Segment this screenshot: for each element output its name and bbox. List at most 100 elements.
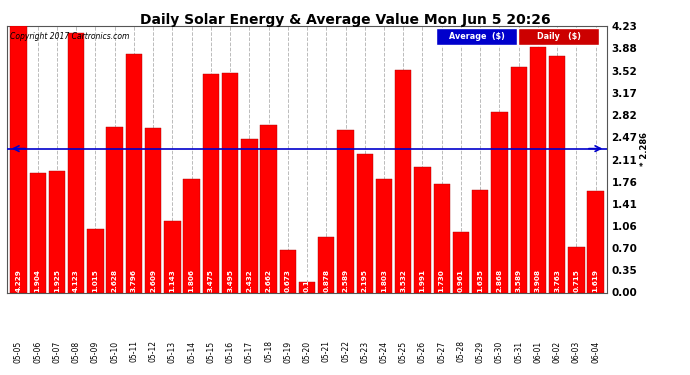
Text: 05-20: 05-20 (302, 340, 312, 363)
Text: 1.730: 1.730 (439, 269, 445, 292)
Bar (184, 179, 200, 292)
Bar (530, 46, 546, 292)
Text: 06-02: 06-02 (553, 340, 562, 363)
Text: 05-31: 05-31 (514, 340, 523, 363)
Bar (87, 229, 104, 292)
Text: 06-01: 06-01 (533, 340, 542, 363)
Text: 3.763: 3.763 (554, 269, 560, 292)
Text: 1.635: 1.635 (477, 269, 483, 292)
Text: 05-26: 05-26 (418, 340, 427, 363)
Text: 05-14: 05-14 (187, 340, 196, 363)
Text: 05-17: 05-17 (245, 340, 254, 363)
Text: 05-27: 05-27 (437, 340, 446, 363)
Text: 05-10: 05-10 (110, 340, 119, 363)
Text: 3.532: 3.532 (400, 269, 406, 292)
Text: 1.904: 1.904 (34, 269, 41, 292)
Bar (337, 129, 354, 292)
Text: 05-24: 05-24 (380, 340, 388, 363)
Bar (395, 70, 411, 292)
Text: 0.673: 0.673 (285, 269, 290, 292)
Text: 05-28: 05-28 (457, 340, 466, 362)
Text: 05-05: 05-05 (14, 340, 23, 363)
Text: 05-21: 05-21 (322, 340, 331, 362)
Text: 05-18: 05-18 (264, 340, 273, 362)
Text: 05-07: 05-07 (52, 340, 61, 363)
Bar (68, 33, 84, 292)
Bar (106, 127, 123, 292)
Text: * 2.286: * 2.286 (0, 132, 1, 166)
Bar (260, 125, 277, 292)
Text: 3.796: 3.796 (131, 269, 137, 292)
Bar (414, 167, 431, 292)
Bar (357, 154, 373, 292)
Text: 05-08: 05-08 (72, 340, 81, 363)
Text: 3.475: 3.475 (208, 269, 214, 292)
Bar (453, 232, 469, 292)
Text: 05-12: 05-12 (148, 340, 157, 362)
Text: 2.589: 2.589 (342, 269, 348, 292)
Text: 2.432: 2.432 (246, 269, 253, 292)
Text: 05-19: 05-19 (284, 340, 293, 363)
FancyBboxPatch shape (436, 28, 518, 45)
Text: 05-15: 05-15 (206, 340, 215, 363)
Text: 2.628: 2.628 (112, 269, 118, 292)
Text: 2.662: 2.662 (266, 269, 272, 292)
Bar (49, 171, 65, 292)
Text: 4.229: 4.229 (15, 269, 21, 292)
Bar (433, 184, 450, 292)
Text: 2.195: 2.195 (362, 269, 368, 292)
Text: Daily   ($): Daily ($) (537, 32, 581, 40)
Text: 05-29: 05-29 (475, 340, 484, 363)
Bar (549, 56, 565, 292)
Text: 3.589: 3.589 (515, 269, 522, 292)
Bar (164, 220, 181, 292)
Text: * 2.286: * 2.286 (640, 132, 649, 166)
Text: 3.908: 3.908 (535, 269, 541, 292)
Bar (318, 237, 335, 292)
Text: 05-13: 05-13 (168, 340, 177, 363)
Text: 05-11: 05-11 (130, 340, 139, 362)
Text: 05-30: 05-30 (495, 340, 504, 363)
Bar (376, 179, 392, 292)
Bar (241, 140, 257, 292)
Bar (299, 282, 315, 292)
Bar (491, 112, 508, 292)
Text: 06-04: 06-04 (591, 340, 600, 363)
Bar (587, 190, 604, 292)
Text: 4.123: 4.123 (73, 269, 79, 292)
Bar (203, 74, 219, 292)
Text: Average  ($): Average ($) (448, 32, 504, 40)
Bar (145, 128, 161, 292)
Bar (30, 172, 46, 292)
Text: 1.143: 1.143 (169, 269, 175, 292)
Text: 05-09: 05-09 (91, 340, 100, 363)
Text: 2.609: 2.609 (150, 269, 156, 292)
Text: 05-22: 05-22 (341, 340, 350, 362)
Text: 1.925: 1.925 (54, 269, 60, 292)
Bar (10, 26, 27, 292)
Text: 05-23: 05-23 (360, 340, 369, 363)
Text: 1.991: 1.991 (420, 269, 426, 292)
FancyBboxPatch shape (518, 28, 600, 45)
Text: 1.806: 1.806 (188, 269, 195, 292)
Text: 1.015: 1.015 (92, 269, 99, 292)
Bar (511, 67, 527, 292)
Text: 3.495: 3.495 (227, 269, 233, 292)
Text: 0.878: 0.878 (324, 269, 329, 292)
Bar (126, 54, 142, 292)
Text: 1.619: 1.619 (593, 269, 599, 292)
Bar (279, 250, 296, 292)
Bar (569, 248, 584, 292)
Text: 05-16: 05-16 (226, 340, 235, 363)
Text: 05-06: 05-06 (33, 340, 42, 363)
Text: 05-25: 05-25 (399, 340, 408, 363)
Text: Copyright 2017 Cartronics.com: Copyright 2017 Cartronics.com (10, 32, 129, 40)
Text: 0.961: 0.961 (458, 269, 464, 292)
Text: 0.715: 0.715 (573, 269, 580, 292)
Text: 1.803: 1.803 (381, 269, 387, 292)
Text: 2.868: 2.868 (496, 269, 502, 292)
Bar (222, 72, 238, 292)
Text: Daily Solar Energy & Average Value Mon Jun 5 20:26: Daily Solar Energy & Average Value Mon J… (139, 13, 551, 27)
Text: 0.166: 0.166 (304, 269, 310, 292)
Bar (472, 190, 489, 292)
